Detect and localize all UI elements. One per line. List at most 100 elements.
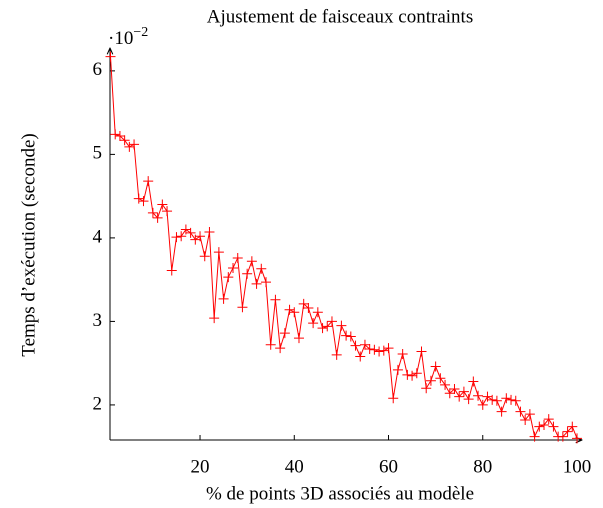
data-point bbox=[171, 232, 182, 243]
data-point bbox=[350, 340, 361, 351]
x-tick-label: 80 bbox=[473, 456, 492, 477]
data-point bbox=[383, 343, 394, 354]
data-point bbox=[133, 193, 144, 204]
data-point bbox=[534, 421, 545, 432]
data-point bbox=[303, 303, 314, 314]
data-point bbox=[157, 199, 168, 210]
data-point bbox=[463, 394, 474, 405]
data-point bbox=[369, 344, 380, 355]
y-tick-label: 2 bbox=[93, 393, 103, 414]
chart-title: Ajustement de faisceaux contraints bbox=[207, 6, 473, 27]
y-tick-label: 6 bbox=[93, 59, 103, 80]
data-point bbox=[359, 339, 370, 350]
data-point bbox=[402, 369, 413, 380]
data-point bbox=[425, 375, 436, 386]
data-point bbox=[298, 298, 309, 309]
data-point bbox=[374, 346, 385, 357]
data-point bbox=[557, 431, 568, 442]
data-point bbox=[105, 51, 116, 62]
data-point bbox=[392, 364, 403, 375]
data-point bbox=[232, 252, 243, 263]
data-point bbox=[138, 196, 149, 207]
y-tick-label: 3 bbox=[93, 310, 103, 331]
data-line bbox=[110, 56, 578, 439]
data-point bbox=[430, 361, 441, 372]
data-point bbox=[510, 395, 521, 406]
data-point bbox=[209, 313, 220, 324]
data-point bbox=[539, 419, 550, 430]
data-point bbox=[341, 330, 352, 341]
data-point bbox=[407, 370, 418, 381]
x-axis-label: % de points 3D associés au modèle bbox=[206, 483, 474, 504]
data-point bbox=[336, 320, 347, 331]
data-point bbox=[506, 394, 517, 405]
data-point bbox=[331, 349, 342, 360]
data-point bbox=[279, 328, 290, 339]
data-point bbox=[543, 414, 554, 425]
data-point bbox=[355, 351, 366, 362]
x-tick-label: 40 bbox=[285, 456, 304, 477]
data-point bbox=[411, 368, 422, 379]
data-point bbox=[261, 277, 271, 288]
data-point bbox=[491, 395, 502, 406]
data-point bbox=[251, 278, 262, 289]
data-point bbox=[119, 135, 130, 146]
data-point bbox=[256, 263, 267, 274]
data-point bbox=[242, 268, 253, 279]
data-point bbox=[572, 433, 582, 444]
data-point bbox=[166, 265, 177, 276]
data-point bbox=[364, 343, 375, 354]
data-point bbox=[524, 409, 535, 420]
data-point bbox=[293, 333, 304, 344]
data-point bbox=[312, 307, 323, 318]
data-point bbox=[237, 302, 248, 313]
data-point bbox=[265, 339, 276, 350]
data-point bbox=[147, 207, 158, 218]
data-point bbox=[308, 318, 319, 329]
data-point bbox=[444, 388, 455, 399]
data-point bbox=[435, 373, 446, 384]
data-point bbox=[213, 247, 224, 258]
y-scale-label: ·10−2 bbox=[108, 25, 148, 49]
data-point bbox=[487, 394, 498, 405]
data-point bbox=[129, 139, 140, 150]
data-point bbox=[520, 414, 531, 425]
data-point bbox=[152, 212, 163, 223]
data-point bbox=[317, 323, 328, 334]
y-tick-label: 5 bbox=[93, 143, 103, 164]
data-point bbox=[529, 431, 540, 442]
data-point bbox=[326, 316, 337, 327]
data-point bbox=[228, 262, 239, 273]
data-point bbox=[378, 345, 389, 356]
data-point bbox=[562, 426, 573, 437]
data-point bbox=[143, 176, 154, 187]
data-point bbox=[388, 393, 399, 404]
data-point bbox=[322, 321, 333, 332]
data-point bbox=[124, 141, 135, 152]
data-point bbox=[501, 393, 512, 404]
data-point bbox=[416, 346, 427, 357]
data-point bbox=[477, 399, 488, 410]
data-point bbox=[289, 307, 300, 318]
y-tick-label: 4 bbox=[93, 226, 103, 247]
data-point bbox=[223, 272, 234, 283]
data-point bbox=[468, 376, 479, 387]
data-point bbox=[284, 304, 295, 315]
data-point bbox=[270, 294, 281, 305]
data-point bbox=[195, 231, 206, 242]
data-point bbox=[204, 227, 215, 238]
y-axis-label: Temps d’exécution (seconde) bbox=[18, 133, 39, 356]
x-tick-label: 100 bbox=[563, 456, 592, 477]
data-point bbox=[275, 343, 286, 354]
data-point bbox=[185, 227, 196, 238]
data-point bbox=[548, 421, 559, 432]
x-tick-label: 20 bbox=[191, 456, 210, 477]
data-point bbox=[110, 129, 121, 140]
data-point bbox=[397, 348, 408, 359]
data-point bbox=[496, 406, 507, 417]
data-point bbox=[246, 256, 257, 267]
data-point bbox=[458, 386, 469, 397]
data-point bbox=[515, 406, 526, 417]
data-point bbox=[199, 251, 210, 262]
